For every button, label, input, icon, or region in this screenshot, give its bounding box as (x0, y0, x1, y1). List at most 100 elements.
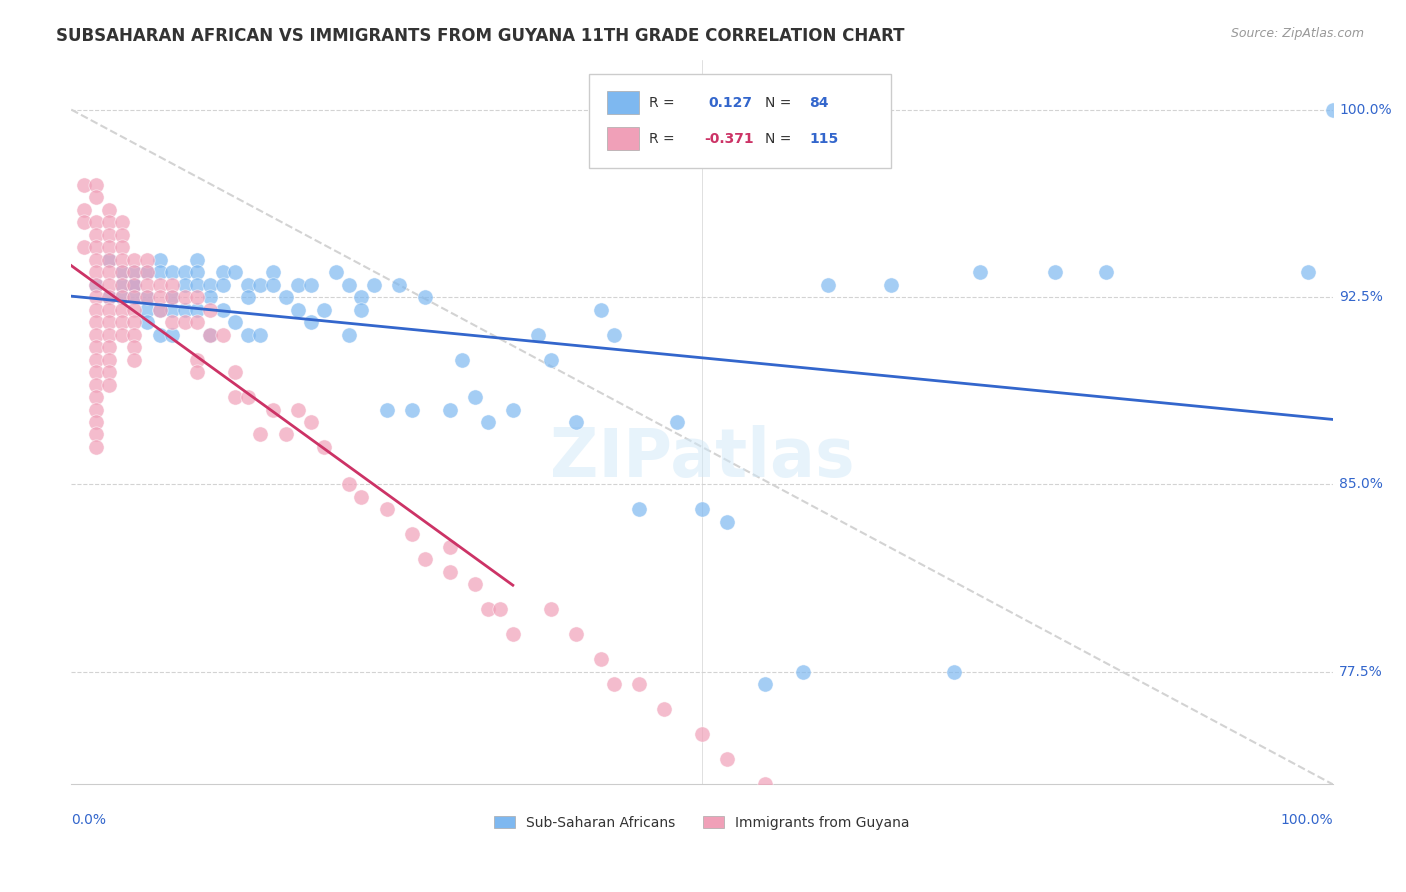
Point (136, 290, 159, 304)
Point (943, 665, 966, 679)
Point (690, 727, 713, 741)
Text: 100.0%: 100.0% (1340, 103, 1392, 117)
Point (136, 265, 159, 279)
Point (86, 227, 108, 242)
Point (86, 440, 108, 454)
Point (86, 240, 108, 254)
Point (211, 302, 233, 317)
Point (86, 402, 108, 417)
Point (211, 327, 233, 342)
Point (477, 415, 499, 429)
Point (716, 752, 738, 766)
Point (198, 327, 221, 342)
Point (299, 315, 322, 329)
Text: -0.371: -0.371 (704, 132, 754, 146)
Point (388, 277, 411, 292)
Point (591, 652, 613, 666)
Point (136, 290, 159, 304)
Text: R =: R = (650, 96, 679, 110)
Point (111, 302, 134, 317)
Point (754, 677, 776, 691)
Point (86, 340, 108, 354)
Point (136, 277, 159, 292)
Point (186, 265, 208, 279)
Point (124, 340, 146, 354)
Point (136, 265, 159, 279)
Point (249, 427, 271, 442)
Point (186, 352, 208, 367)
Point (160, 315, 183, 329)
Text: N =: N = (765, 132, 796, 146)
Point (198, 290, 221, 304)
Point (98, 227, 121, 242)
Point (880, 852, 903, 866)
Point (186, 365, 208, 379)
Point (627, 502, 650, 516)
Point (754, 777, 776, 791)
Point (98, 265, 121, 279)
Point (198, 302, 221, 317)
Point (86, 352, 108, 367)
Point (262, 402, 284, 417)
Point (124, 290, 146, 304)
Point (124, 265, 146, 279)
Point (224, 315, 246, 329)
Text: 115: 115 (810, 132, 838, 146)
Point (98, 352, 121, 367)
Point (262, 277, 284, 292)
Point (236, 277, 259, 292)
Point (287, 277, 309, 292)
Point (603, 677, 626, 691)
Point (136, 252, 159, 267)
Point (98, 240, 121, 254)
Point (136, 302, 159, 317)
Point (98, 302, 121, 317)
Legend: Sub-Saharan Africans, Immigrants from Guyana: Sub-Saharan Africans, Immigrants from Gu… (489, 810, 915, 836)
Point (111, 240, 134, 254)
Point (173, 290, 195, 304)
Text: 84: 84 (810, 96, 828, 110)
Point (160, 265, 183, 279)
Point (124, 315, 146, 329)
Point (124, 277, 146, 292)
Point (224, 365, 246, 379)
Point (86, 302, 108, 317)
Point (817, 277, 839, 292)
Point (502, 402, 524, 417)
Point (124, 265, 146, 279)
Point (160, 290, 183, 304)
Point (198, 277, 221, 292)
Point (236, 290, 259, 304)
Text: 0.127: 0.127 (709, 96, 752, 110)
Point (287, 302, 309, 317)
Point (375, 402, 398, 417)
Point (136, 315, 159, 329)
Point (451, 352, 474, 367)
Point (98, 365, 121, 379)
Point (540, 352, 562, 367)
Point (98, 252, 121, 267)
Point (262, 265, 284, 279)
Point (198, 327, 221, 342)
Point (211, 277, 233, 292)
Point (792, 665, 814, 679)
Point (148, 290, 170, 304)
Point (86, 277, 108, 292)
Point (86, 290, 108, 304)
Point (111, 265, 134, 279)
Point (224, 390, 246, 404)
Point (98, 290, 121, 304)
Point (86, 215, 108, 229)
Point (186, 252, 208, 267)
FancyBboxPatch shape (589, 74, 891, 169)
Point (86, 390, 108, 404)
Point (1095, 265, 1118, 279)
Point (124, 327, 146, 342)
Point (337, 277, 360, 292)
Point (665, 415, 688, 429)
Point (98, 327, 121, 342)
Point (186, 315, 208, 329)
Point (401, 402, 423, 417)
Point (148, 327, 170, 342)
Point (186, 277, 208, 292)
